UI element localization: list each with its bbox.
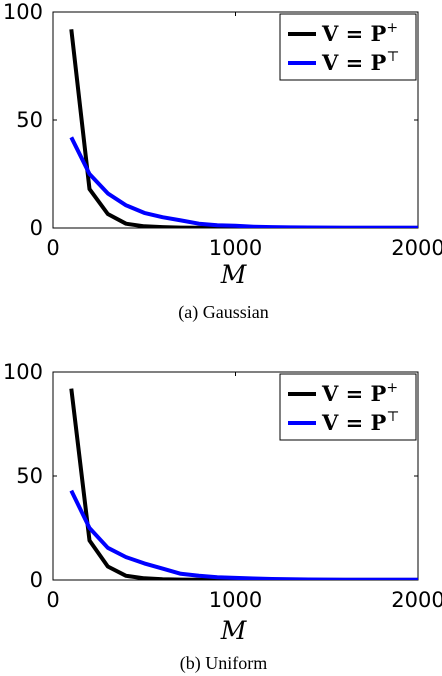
figure-caption: (a) Gaussian xyxy=(178,302,268,323)
legend-label: V = P⊤ xyxy=(321,409,399,435)
legend-label: V = P+ xyxy=(321,20,398,46)
y-tick-label: 0 xyxy=(30,216,43,240)
legend: V = P+ V = P⊤ xyxy=(279,13,417,81)
chart-panel-2: 0 1000 2000 0 50 100 V = P+ V = P⊤ M (b) Uniform xyxy=(3,360,442,674)
legend-label: V = P+ xyxy=(321,380,398,406)
series-line-transpose xyxy=(69,489,418,580)
x-tick-label: 1000 xyxy=(209,236,262,260)
legend-box xyxy=(279,13,417,81)
x-tick-label: 2000 xyxy=(391,236,442,260)
legend: V = P+ V = P⊤ xyxy=(279,373,417,441)
series-line-transpose xyxy=(69,136,418,228)
y-tick-label: 100 xyxy=(3,0,43,24)
x-tick-label: 1000 xyxy=(209,588,262,612)
legend-box xyxy=(279,373,417,441)
x-tick-label: 0 xyxy=(46,236,59,260)
x-tick-label: 2000 xyxy=(391,588,442,612)
legend-label: V = P⊤ xyxy=(321,49,399,75)
x-axis-label: M xyxy=(220,260,248,289)
y-tick-label: 0 xyxy=(30,568,43,592)
x-tick-label: 0 xyxy=(46,588,59,612)
y-tick-label: 50 xyxy=(16,464,43,488)
figure-caption: (b) Uniform xyxy=(180,653,267,674)
x-axis-label: M xyxy=(220,616,248,645)
y-tick-label: 100 xyxy=(3,360,43,384)
chart-panel-1: 0 1000 2000 0 50 100 V = P+ V = P⊤ M (a) Gaussian xyxy=(3,0,442,323)
y-tick-label: 50 xyxy=(16,108,43,132)
